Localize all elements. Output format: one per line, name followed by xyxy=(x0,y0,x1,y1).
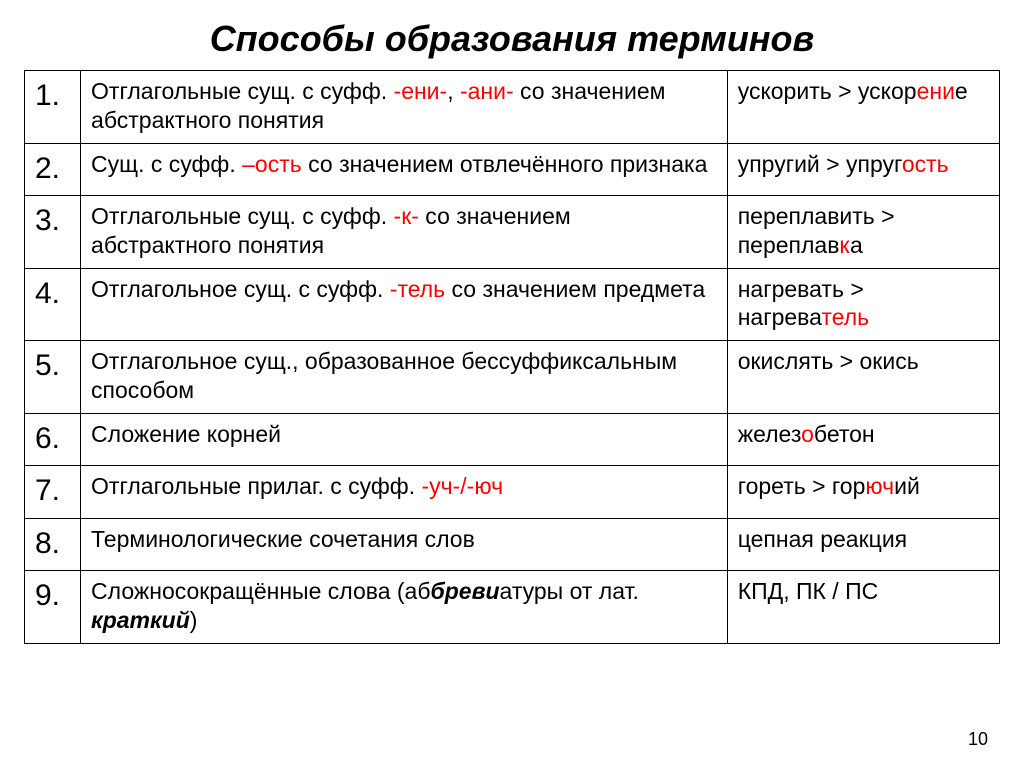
row-example: КПД, ПК / ПС xyxy=(727,571,999,644)
row-example: железобетон xyxy=(727,413,999,466)
row-example: цепная реакция xyxy=(727,518,999,571)
row-number: 1. xyxy=(25,71,81,144)
table-row: 7.Отглагольные прилаг. с суфф. -уч-/-ючг… xyxy=(25,466,1000,519)
slide-title: Способы образования терминов xyxy=(24,18,1000,60)
row-description: Отглагольное сущ. с суфф. -тель со значе… xyxy=(81,268,728,341)
table-row: 1.Отглагольные сущ. с суфф. -ени-, -ани-… xyxy=(25,71,1000,144)
row-description: Терминологические сочетания слов xyxy=(81,518,728,571)
row-description: Отглагольные сущ. с суфф. -к- со значени… xyxy=(81,196,728,269)
row-number: 9. xyxy=(25,571,81,644)
row-description: Отглагольное сущ., образованное бессуффи… xyxy=(81,341,728,414)
table-row: 5.Отглагольное сущ., образованное бессуф… xyxy=(25,341,1000,414)
table-row: 2.Сущ. с суфф. –ость со значением отвлеч… xyxy=(25,143,1000,196)
row-number: 3. xyxy=(25,196,81,269)
row-example: упругий > упругость xyxy=(727,143,999,196)
row-number: 4. xyxy=(25,268,81,341)
row-example: окислять > окись xyxy=(727,341,999,414)
row-description: Сущ. с суфф. –ость со значением отвлечён… xyxy=(81,143,728,196)
term-table: 1.Отглагольные сущ. с суфф. -ени-, -ани-… xyxy=(24,70,1000,644)
row-number: 2. xyxy=(25,143,81,196)
row-number: 6. xyxy=(25,413,81,466)
row-example: ускорить > ускорение xyxy=(727,71,999,144)
row-description: Отглагольные сущ. с суфф. -ени-, -ани- с… xyxy=(81,71,728,144)
slide: Способы образования терминов 1.Отглаголь… xyxy=(0,0,1024,768)
table-row: 3.Отглагольные сущ. с суфф. -к- со значе… xyxy=(25,196,1000,269)
row-number: 5. xyxy=(25,341,81,414)
row-number: 8. xyxy=(25,518,81,571)
page-number: 10 xyxy=(968,729,988,750)
row-description: Сложносокращённые слова (аббревиатуры от… xyxy=(81,571,728,644)
row-description: Сложение корней xyxy=(81,413,728,466)
row-example: гореть > горючий xyxy=(727,466,999,519)
table-row: 4.Отглагольное сущ. с суфф. -тель со зна… xyxy=(25,268,1000,341)
row-example: нагревать > нагреватель xyxy=(727,268,999,341)
row-number: 7. xyxy=(25,466,81,519)
term-table-body: 1.Отглагольные сущ. с суфф. -ени-, -ани-… xyxy=(25,71,1000,644)
table-row: 6.Сложение корнейжелезобетон xyxy=(25,413,1000,466)
row-example: переплавить > переплавка xyxy=(727,196,999,269)
table-row: 9.Сложносокращённые слова (аббревиатуры … xyxy=(25,571,1000,644)
table-row: 8.Терминологические сочетания словцепная… xyxy=(25,518,1000,571)
row-description: Отглагольные прилаг. с суфф. -уч-/-юч xyxy=(81,466,728,519)
